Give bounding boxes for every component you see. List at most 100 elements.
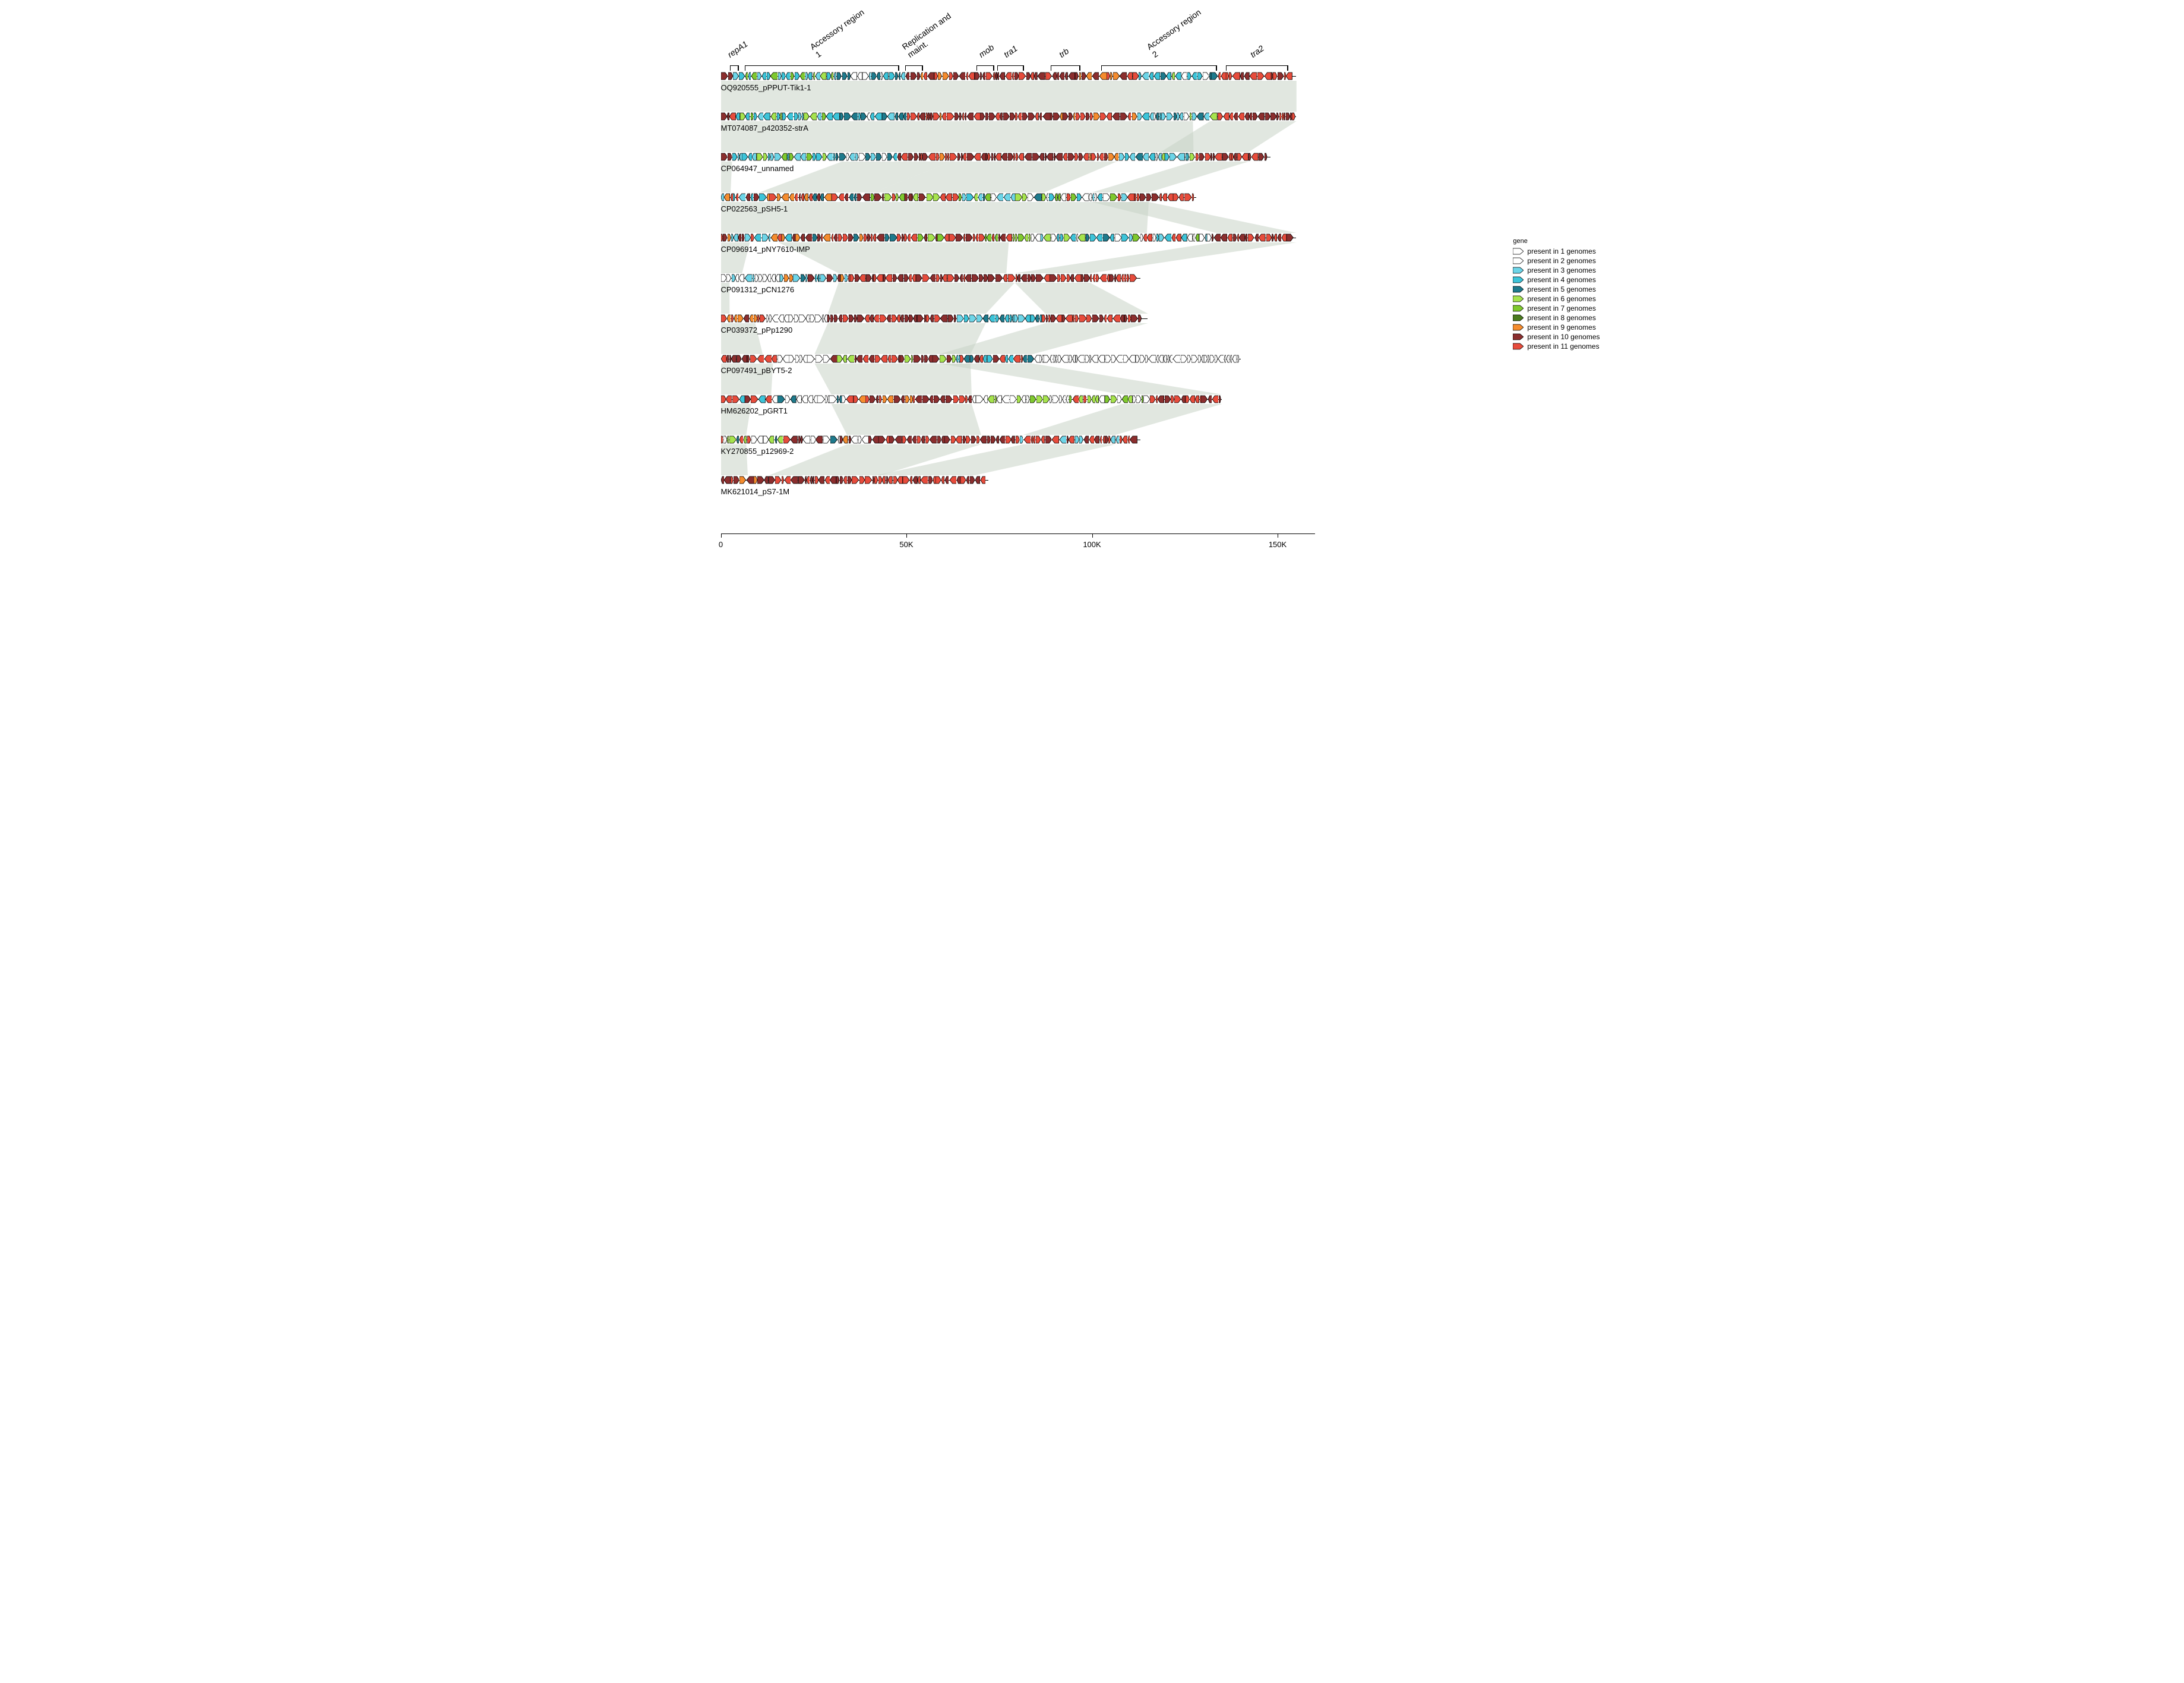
- gene-arrow: [1095, 192, 1097, 202]
- gene-arrow: [750, 354, 757, 364]
- gene-arrow: [1190, 394, 1195, 404]
- gene-arrow: [754, 233, 761, 242]
- gene-arrow: [815, 475, 818, 485]
- gene-arrow: [1140, 354, 1145, 364]
- gene-arrow: [842, 394, 846, 404]
- region-bracket: [730, 65, 739, 70]
- gene-arrow: [1228, 233, 1232, 242]
- gene-arrow: [751, 394, 758, 404]
- gene-arrow: [1100, 435, 1102, 444]
- gene-arrow: [814, 394, 817, 404]
- gene-arrow: [1052, 435, 1059, 444]
- gene-arrow: [1180, 112, 1183, 121]
- gene-arrow: [995, 112, 1000, 121]
- gene-arrow: [874, 314, 880, 323]
- gene-arrow: [1134, 192, 1136, 202]
- gene-arrow: [789, 314, 793, 323]
- gene-arrow: [762, 233, 769, 242]
- gene-arrow: [953, 192, 959, 202]
- gene-arrow: [1117, 394, 1121, 404]
- gene-arrow: [784, 273, 789, 283]
- gene-arrow: [1035, 354, 1040, 364]
- gene-arrow: [1004, 192, 1010, 202]
- gene-arrow: [876, 152, 882, 162]
- gene-arrow: [782, 233, 785, 242]
- gene-arrow: [948, 314, 953, 323]
- gene-arrow: [1028, 112, 1035, 121]
- synteny-block: [814, 323, 985, 354]
- axis-tick-label: 0: [719, 540, 723, 549]
- synteny-block: [939, 323, 1148, 354]
- gene-arrow: [1022, 192, 1027, 202]
- gene-arrow: [876, 394, 878, 404]
- gene-arrow: [1068, 152, 1074, 162]
- gene-arrow: [970, 475, 975, 485]
- gene-arrow: [1124, 273, 1127, 283]
- gene-arrow: [1065, 71, 1067, 81]
- gene-arrow: [1008, 273, 1015, 283]
- gene-arrow: [928, 112, 930, 121]
- gene-arrow: [1070, 273, 1074, 283]
- gene-arrow: [742, 152, 748, 162]
- gene-arrow: [1159, 233, 1164, 242]
- region-label: tra2: [1249, 43, 1266, 59]
- gene-arrow: [1005, 314, 1009, 323]
- gene-arrow: [757, 354, 764, 364]
- gene-arrow: [744, 314, 749, 323]
- gene-arrow: [970, 354, 974, 364]
- gene-arrow: [862, 71, 868, 81]
- gene-arrow: [865, 314, 870, 323]
- gene-arrow: [1063, 394, 1066, 404]
- gene-arrow: [895, 435, 902, 444]
- gene-arrow: [1088, 394, 1091, 404]
- gene-arrow: [1064, 233, 1070, 242]
- gene-arrow: [1181, 71, 1187, 81]
- gene-arrow: [1110, 273, 1114, 283]
- gene-arrow: [921, 435, 925, 444]
- gene-arrow: [777, 394, 785, 404]
- gene-arrow: [827, 152, 833, 162]
- gene-arrow: [944, 233, 949, 242]
- gene-arrow: [1009, 354, 1014, 364]
- gene-arrow: [777, 112, 780, 121]
- gene-arrow: [960, 475, 966, 485]
- gene-arrow: [1031, 71, 1034, 81]
- gene-arrow: [982, 71, 986, 81]
- gene-arrow: [916, 273, 922, 283]
- synteny-block: [1023, 404, 1222, 435]
- gene-arrow: [1043, 394, 1050, 404]
- gene-arrow: [789, 152, 794, 162]
- gene-arrow: [1066, 314, 1073, 323]
- gene-arrow: [1035, 112, 1039, 121]
- legend-swatch-icon: [1513, 333, 1524, 340]
- gene-arrow: [1172, 233, 1175, 242]
- gene-arrow: [777, 354, 783, 364]
- gene-arrow: [862, 192, 870, 202]
- gene-arrow: [1092, 354, 1098, 364]
- gene-arrow: [875, 112, 882, 121]
- gene-arrow: [803, 435, 810, 444]
- gene-arrow: [1233, 233, 1237, 242]
- gene-arrow: [1165, 394, 1171, 404]
- gene-arrow: [881, 354, 887, 364]
- gene-arrow: [894, 394, 900, 404]
- gene-arrow: [857, 314, 864, 323]
- synteny-block: [814, 364, 971, 394]
- gene-arrow: [1174, 112, 1177, 121]
- gene-arrow: [1230, 354, 1232, 364]
- gene-arrow: [1053, 354, 1055, 364]
- gene-arrow: [1237, 354, 1239, 364]
- gene-arrow: [966, 192, 974, 202]
- gene-arrow: [859, 273, 865, 283]
- gene-arrow: [957, 475, 960, 485]
- gene-arrow: [969, 71, 975, 81]
- gene-arrow: [1121, 273, 1124, 283]
- gene-arrow: [1181, 394, 1186, 404]
- gene-arrow: [1016, 152, 1018, 162]
- gene-arrow: [871, 152, 876, 162]
- gene-arrow: [1229, 71, 1232, 81]
- gene-arrow: [821, 233, 823, 242]
- gene-arrow: [825, 475, 830, 485]
- gene-arrow: [1156, 152, 1158, 162]
- gene-arrow: [1044, 273, 1050, 283]
